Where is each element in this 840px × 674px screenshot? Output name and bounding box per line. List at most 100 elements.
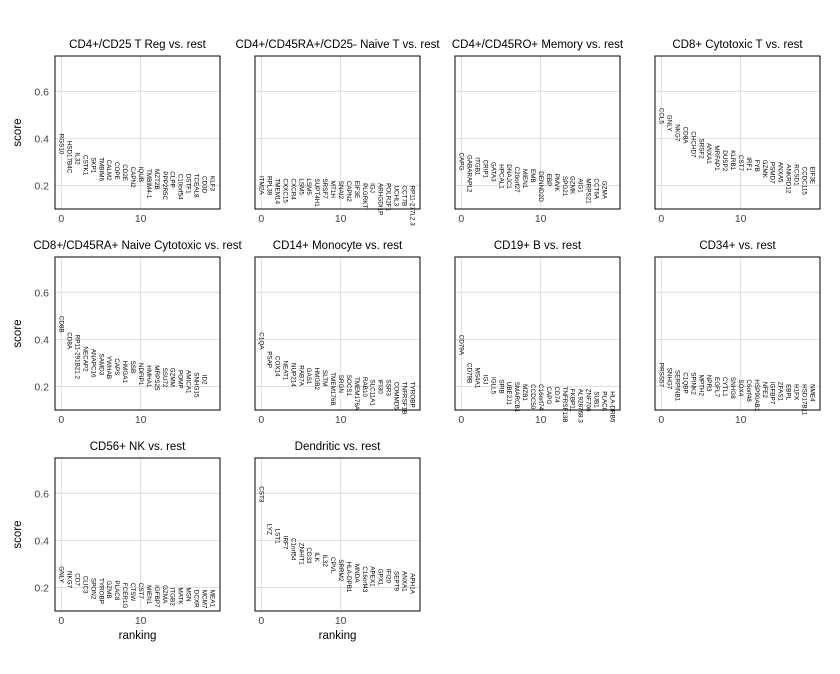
- panel-8: CD34+ vs. rest 0 10 PRSS57 SNHG7 SERPINB1 C1QB…: [654, 240, 821, 426]
- panel-9: CD56+ NK vs. rest 0.2 0.4 0.6 score 0 10 rankin…: [12, 441, 221, 642]
- gene-label: MPTH2: [697, 375, 704, 397]
- gene-label: DUSP2: [721, 150, 728, 171]
- gene-label: GZMB: [105, 580, 112, 598]
- x-tick-label: 0: [658, 213, 664, 225]
- y-tick-label: 0.4: [34, 334, 49, 346]
- gene-label: CYTL1: [721, 377, 728, 397]
- x-axis-label: ranking: [119, 630, 157, 642]
- gene-label: MSN: [185, 588, 192, 602]
- gene-label: SMARCB1: [513, 382, 520, 413]
- gene-label: GATA3: [489, 162, 496, 182]
- gene-label: SPG21: [561, 176, 568, 197]
- gene-label: C16orf74: [537, 384, 544, 410]
- gene-label: ITM2A: [258, 176, 265, 195]
- gene-label: FCER1G: [121, 583, 128, 609]
- gene-label: YWHAB: [105, 356, 112, 379]
- gene-label: C1QBP: [681, 372, 688, 393]
- gene-label: SNHG8: [729, 377, 736, 399]
- gene-label: SOCS1: [345, 375, 352, 397]
- gene-label: CD2E: [121, 164, 128, 181]
- panel-5: CD8+/CD45RA+ Naive Cytotoxic vs. rest 0.2…: [12, 240, 242, 426]
- gene-label: GNLY: [666, 115, 673, 132]
- panel-title: Dendritic vs. rest: [295, 441, 381, 453]
- gene-label: CLPP: [169, 171, 176, 187]
- x-tick-label: 0: [58, 615, 64, 627]
- x-tick-label: 0: [258, 213, 264, 225]
- gene-label: SLC11A1: [369, 379, 376, 406]
- gene-label: FKBP11: [569, 389, 576, 412]
- gene-label: IGJ: [481, 375, 488, 385]
- gene-label: SSB: [129, 361, 136, 374]
- gene-label: SEPT9: [393, 571, 400, 591]
- y-tick-label: 0.4: [34, 133, 49, 145]
- gene-label: SUPT4H1: [313, 178, 320, 207]
- gene-label: SRRM2: [337, 559, 344, 582]
- gene-label: SPON2: [89, 578, 96, 600]
- gene-label: PLAC8: [113, 580, 120, 600]
- gene-label: LSM5: [297, 178, 304, 195]
- gene-label: NUP214: [289, 363, 296, 387]
- gene-label: ILK: [313, 552, 320, 562]
- gene-label: TMEM176A: [353, 377, 360, 411]
- gene-label: FYB: [753, 160, 760, 172]
- gene-label: HLA-DRB5: [608, 391, 615, 423]
- gene-label: MATK: [177, 588, 184, 606]
- gene-label: CD8A: [66, 332, 73, 350]
- x-tick-label: 10: [335, 615, 347, 627]
- gene-label: NPR3: [705, 375, 712, 392]
- gene-label: MIEN1: [521, 169, 528, 189]
- gene-label: POMP: [177, 370, 184, 389]
- x-tick-label: 10: [535, 213, 547, 225]
- gene-label: ANXA1: [400, 571, 407, 592]
- gene-label: CD79B: [466, 363, 473, 383]
- y-axis-label: score: [12, 319, 24, 347]
- gene-label: GZMM: [169, 368, 176, 387]
- x-tick-label: 0: [458, 414, 464, 426]
- gene-label: PRSS57: [658, 363, 665, 388]
- gene-label: CST3: [258, 486, 265, 503]
- gene-label: SAMD3: [97, 354, 104, 376]
- gene-label: ZFAS1: [777, 382, 784, 402]
- gene-label: IL32: [74, 153, 81, 166]
- gene-label: PLAC8: [600, 391, 607, 411]
- panel-title: CD4+/CD25 T Reg vs. rest: [69, 39, 206, 51]
- gene-label: PSAP: [266, 351, 273, 368]
- gene-label: HSD17B11: [800, 384, 807, 416]
- gene-label: MCM7: [200, 590, 207, 609]
- gene-label: C1orf54: [289, 538, 296, 561]
- gene-label: RGS10: [58, 134, 65, 155]
- gene-label: POLR2F1: [385, 183, 392, 211]
- panel-title: CD8+/CD45RA+ Naive Cytotoxic vs. rest: [33, 240, 242, 252]
- gene-label: GZMA: [161, 585, 168, 604]
- gene-label: HPCAL1: [497, 164, 504, 189]
- gene-label: RP11-277L2.3: [408, 186, 415, 227]
- gene-label: GPX1: [377, 569, 384, 586]
- gene-label: NECAP2: [81, 346, 88, 372]
- gene-label: CCDC50: [529, 384, 536, 410]
- panel-1: CD4+/CD25 T Reg vs. rest 0.2 0.4 0.6 score 0 1…: [12, 39, 221, 225]
- gene-label: HSP90AB1: [753, 379, 760, 411]
- gene-label: C20orf27: [513, 167, 520, 193]
- gene-label: HMGA1: [121, 361, 128, 384]
- gene-label: C1QA: [258, 332, 265, 350]
- gene-label: TMEM14: [274, 178, 281, 204]
- gene-label: SUB1: [593, 391, 600, 408]
- gene-label: GNLY: [58, 566, 65, 583]
- x-tick-label: 10: [335, 213, 347, 225]
- x-tick-label: 0: [58, 414, 64, 426]
- gene-label: IGFBP7: [153, 585, 160, 608]
- gene-label: CD79A: [458, 335, 465, 356]
- gene-label: ARHGDI1P: [377, 183, 384, 215]
- x-tick-label: 10: [135, 213, 147, 225]
- gene-label: CXXC15: [281, 178, 288, 203]
- gene-label: TNFRSF1B: [400, 382, 407, 415]
- panel-title: CD14+ Monocyte vs. rest: [273, 240, 403, 252]
- gene-label: IGLL5: [489, 377, 496, 395]
- gene-label: CAPN2: [345, 181, 352, 202]
- gene-label: HSD17B4C: [66, 141, 73, 174]
- gene-label: CRIP1: [481, 160, 488, 179]
